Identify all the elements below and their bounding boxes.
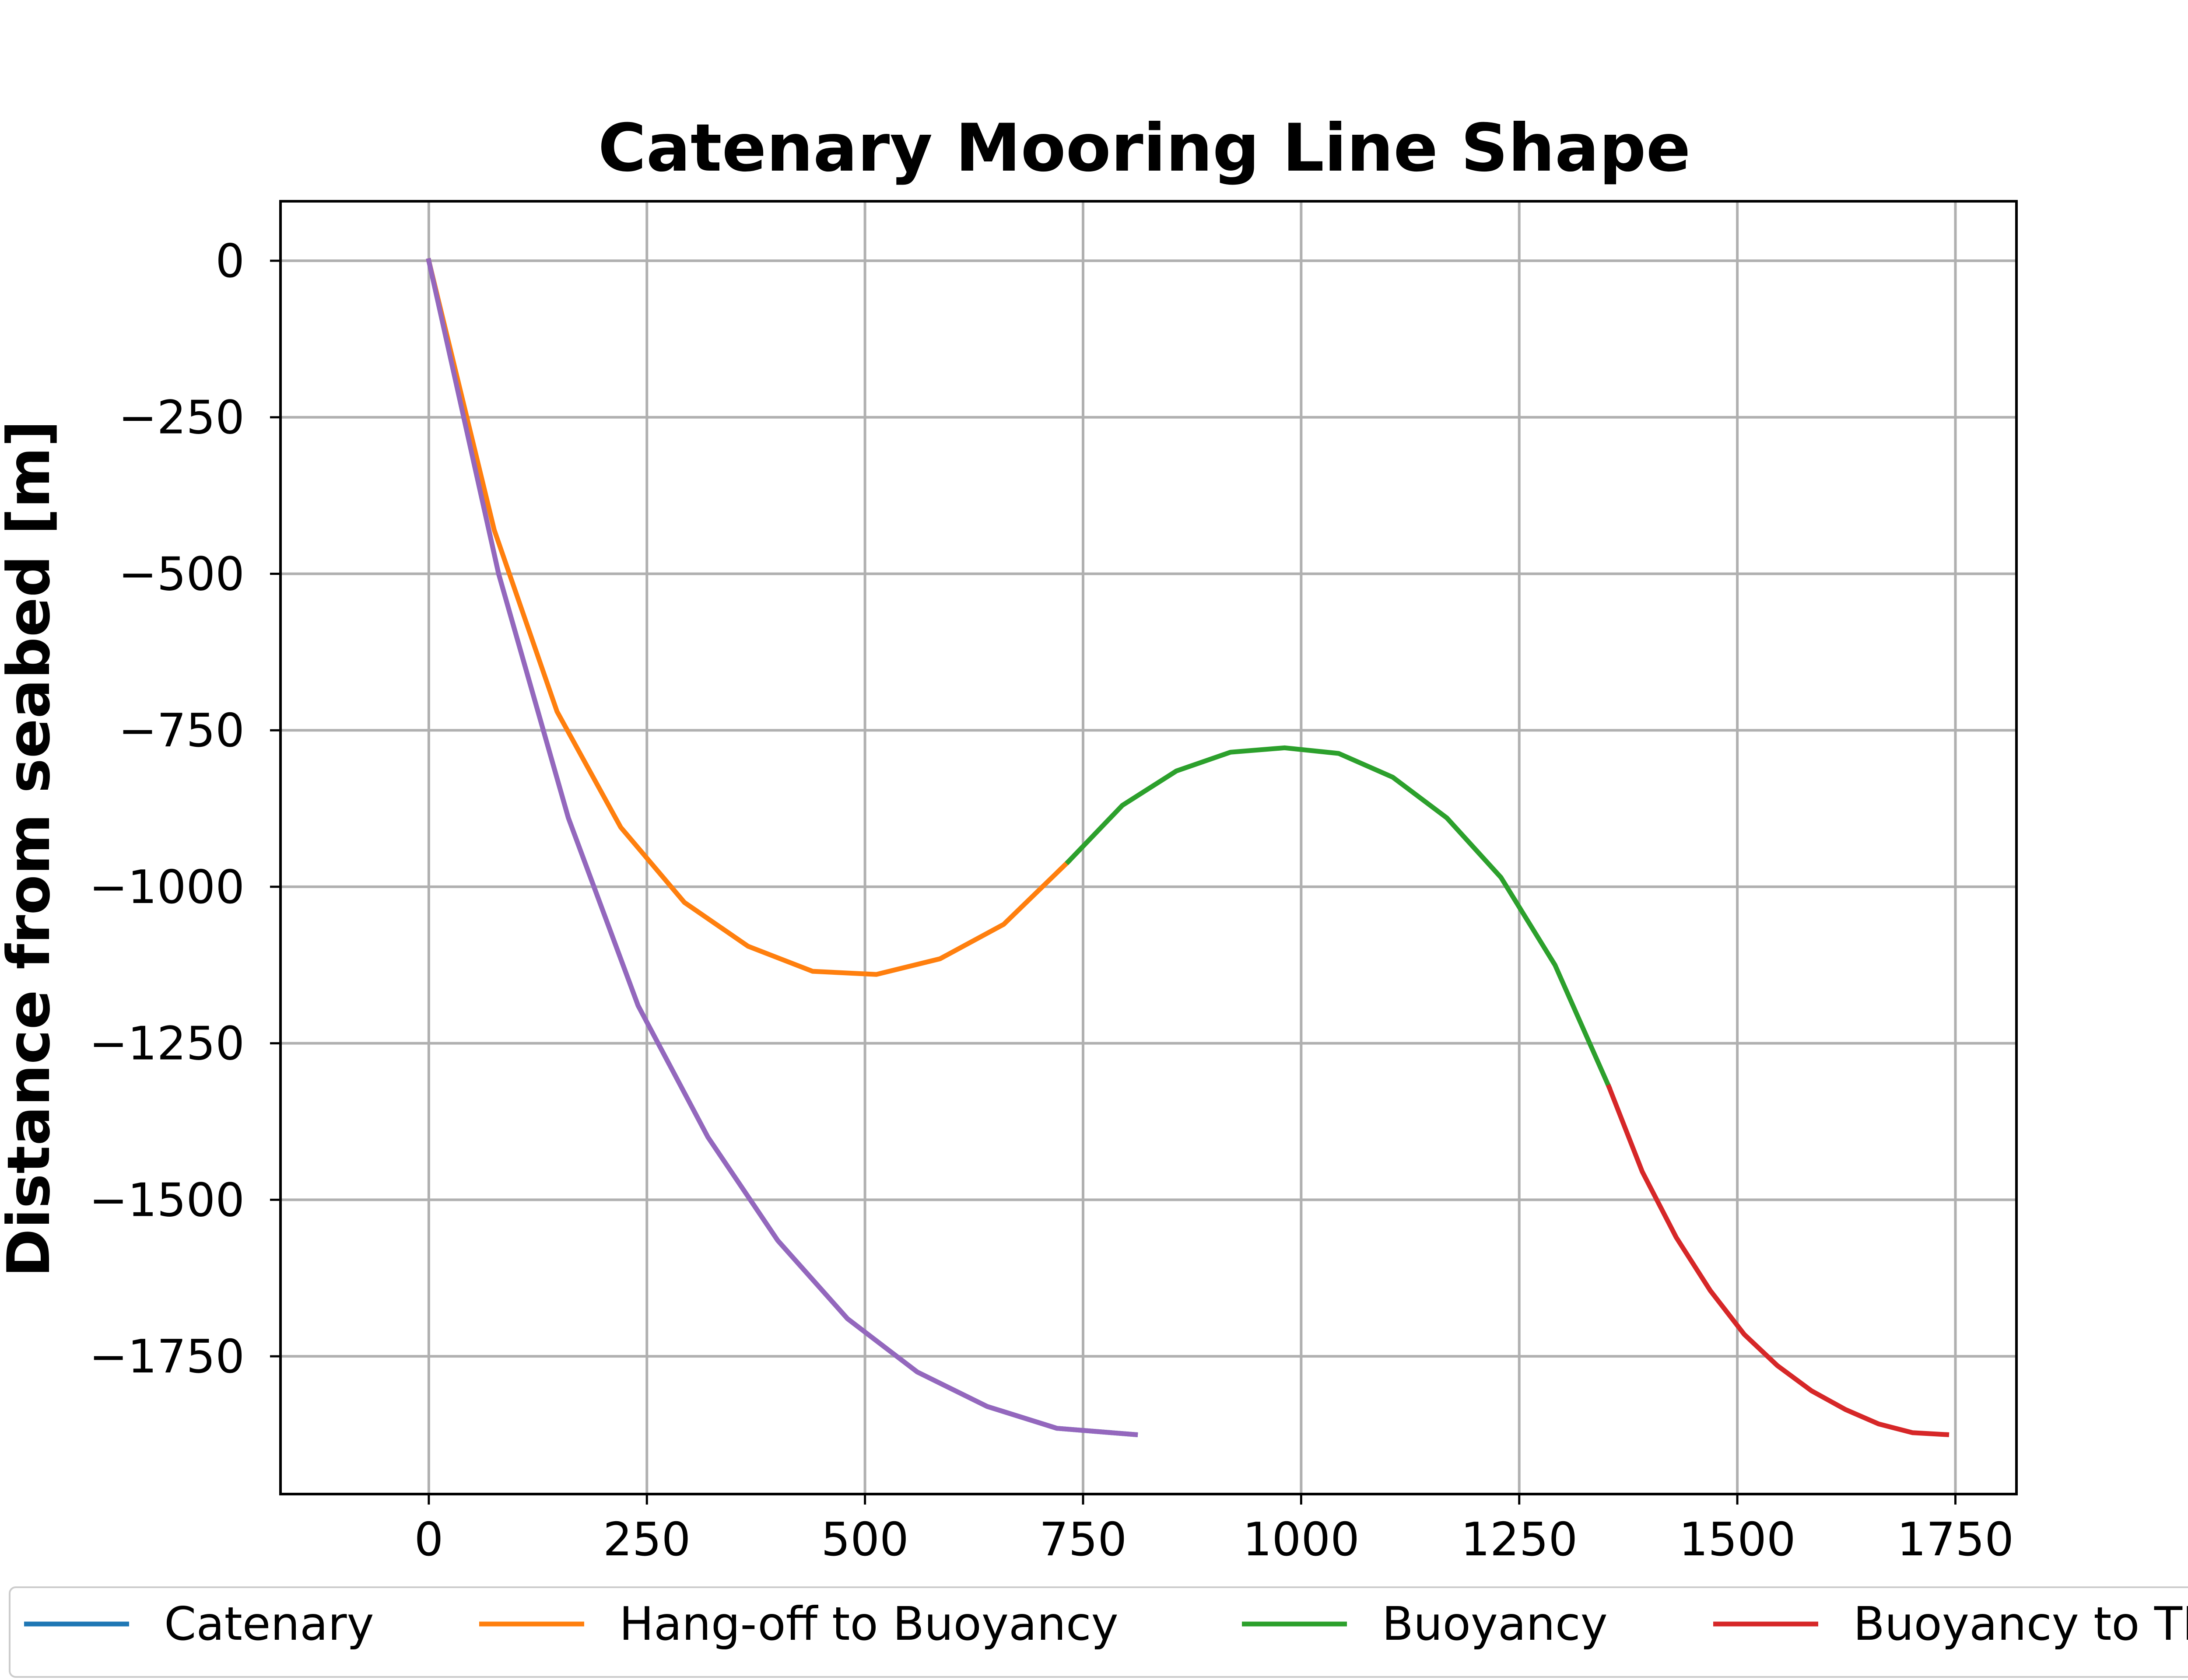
y-tick-label: −500 [119,547,245,601]
legend-box [9,1586,2188,1678]
series-line-2 [426,258,1072,977]
y-tick-label: −1500 [89,1173,245,1227]
y-axis-label: Distance from seabed [m] [0,420,63,1277]
y-tick-label: 0 [215,234,245,288]
series-lines [426,258,1950,1438]
x-tick-label: 1000 [1243,1513,1360,1566]
x-tick-label: 500 [821,1513,908,1566]
plot-frame [279,200,2018,1495]
series-line-3 [1065,745,1613,1091]
axis-ticks: 0 250 500 750 1000 1250 1500 1750 0 −250 −500 −750 −… [89,234,2014,1566]
x-tick-label: 250 [603,1513,691,1566]
x-tick-label: 1250 [1461,1513,1578,1566]
legend-label: Buoyancy [1382,1597,1608,1651]
y-tick-label: −750 [119,704,245,757]
y-tick-label: −1750 [89,1330,245,1383]
series-line-4 [1606,1084,1950,1437]
legend: Catenary Hang-off to Buoyancy Buoyancy Buoy… [9,1586,2188,1678]
legend-label: Hang-off to Buoyancy [619,1597,1119,1651]
x-tick-label: 1500 [1679,1513,1795,1566]
series-line-5 [426,258,1138,1438]
chart-title: Catenary Mooring Line Shape [598,110,1691,186]
y-tick-label: −1000 [89,861,245,914]
y-tick-label: −1250 [89,1017,245,1071]
legend-label: Catenary [164,1597,374,1651]
x-tick-label: 0 [414,1513,443,1566]
legend-label: Buoyancy to TDP [1853,1597,2188,1651]
y-tick-label: −250 [119,391,245,444]
x-tick-label: 750 [1039,1513,1127,1566]
x-tick-label: 1750 [1897,1513,2014,1566]
